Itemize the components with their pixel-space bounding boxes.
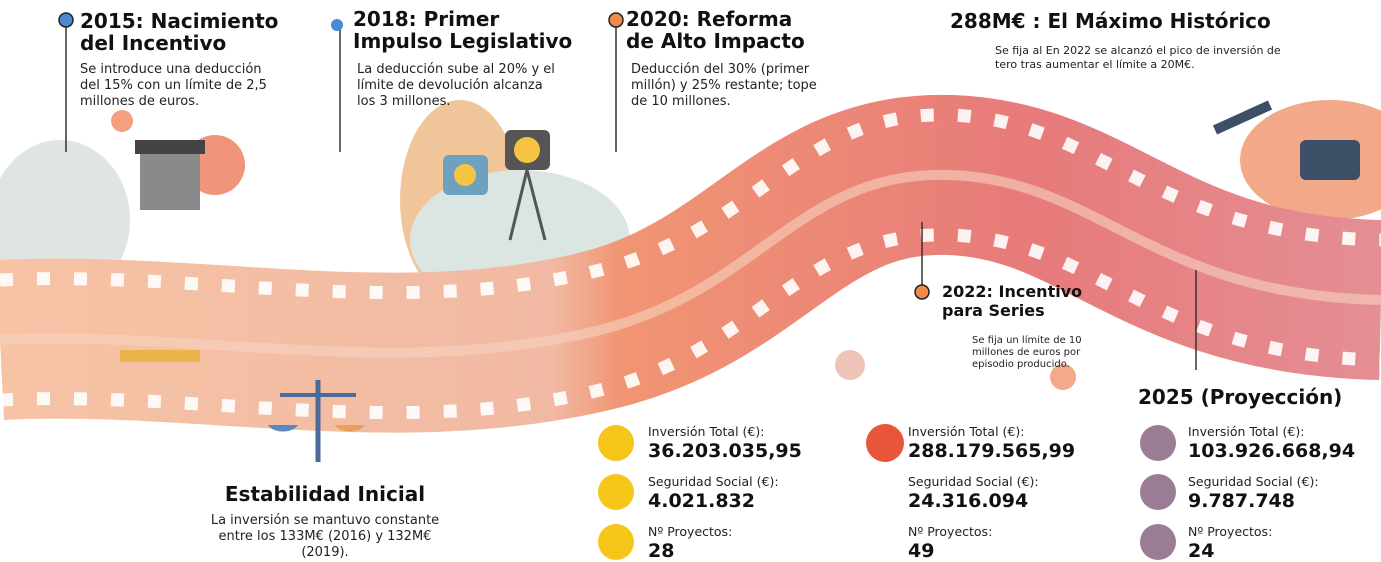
stat-value: 9.787.748 (1188, 490, 1295, 512)
milestone-text: Se fija al En 2022 se alcanzó el pico de… (995, 44, 1281, 71)
milestone-text: Deducción del 30% (primer millón) y 25% … (631, 62, 817, 109)
stat-label: Nº Proyectos: (1188, 524, 1273, 539)
stat-label: Seguridad Social (€): (648, 474, 779, 489)
stat-value: 28 (648, 540, 675, 562)
milestone-title: 2018: Primer Impulso Legislativo (353, 7, 573, 53)
milestone-text: Se introduce una deducción del 15% con u… (80, 62, 267, 109)
stat-label: Seguridad Social (€): (908, 474, 1039, 489)
milestone-text: Se fija un límite de 10 millones de euro… (972, 335, 1082, 370)
stat-value: 288.179.565,99 (908, 440, 1076, 462)
milestone-title: 2015: Nacimiento del Incentivo (80, 9, 279, 55)
stat-label: Seguridad Social (€): (1188, 474, 1319, 489)
stat-label: Inversión Total (€): (1188, 424, 1305, 439)
stat-label: Nº Proyectos: (908, 524, 993, 539)
stat-value: 4.021.832 (648, 490, 755, 512)
milestone-text: La inversión se mantuvo constante entre … (210, 513, 440, 560)
stat-value: 49 (908, 540, 935, 562)
stat-label: Inversión Total (€): (648, 424, 765, 439)
milestone-title: 2025 (Proyección) (1138, 385, 1343, 409)
stat-value: 103.926.668,94 (1188, 440, 1356, 462)
milestone-text: La deducción sube al 20% y el límite de … (357, 62, 555, 109)
stat-label: Inversión Total (€): (908, 424, 1025, 439)
milestone-title: Estabilidad Inicial (224, 482, 426, 506)
stat-value: 36.203.035,95 (648, 440, 802, 462)
milestone-title: 2020: Reforma de Alto Impacto (626, 7, 805, 53)
stat-value: 24.316.094 (908, 490, 1029, 512)
stat-label: Nº Proyectos: (648, 524, 733, 539)
milestone-title: 288M€ : El Máximo Histórico (950, 9, 1271, 33)
milestone-title: 2022: Incentivo para Series (942, 282, 1083, 320)
stat-value: 24 (1188, 540, 1215, 562)
